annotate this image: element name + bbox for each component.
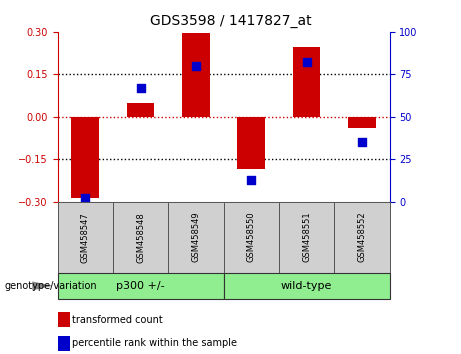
Bar <box>168 202 224 273</box>
Text: GSM458550: GSM458550 <box>247 212 256 263</box>
Bar <box>127 103 154 117</box>
Bar <box>224 273 390 299</box>
Bar <box>279 202 334 273</box>
Point <box>137 85 144 91</box>
Text: GDS3598 / 1417827_at: GDS3598 / 1417827_at <box>150 14 311 28</box>
Bar <box>334 202 390 273</box>
Text: GSM458549: GSM458549 <box>191 212 201 263</box>
Text: wild-type: wild-type <box>281 281 332 291</box>
Bar <box>113 202 168 273</box>
Bar <box>58 202 113 273</box>
Point <box>303 59 310 65</box>
Bar <box>58 312 70 327</box>
Text: percentile rank within the sample: percentile rank within the sample <box>71 338 236 348</box>
Point <box>82 195 89 201</box>
Text: GSM458552: GSM458552 <box>357 212 366 263</box>
Text: p300 +/-: p300 +/- <box>116 281 165 291</box>
Bar <box>348 117 376 128</box>
Bar <box>224 202 279 273</box>
Point <box>192 63 200 69</box>
Polygon shape <box>32 281 53 290</box>
Text: genotype/variation: genotype/variation <box>5 281 97 291</box>
Point <box>248 177 255 183</box>
Bar <box>71 117 99 198</box>
Bar <box>58 273 224 299</box>
Text: transformed count: transformed count <box>71 315 162 325</box>
Bar <box>182 33 210 117</box>
Point <box>358 139 366 145</box>
Bar <box>58 336 70 351</box>
Bar <box>293 47 320 117</box>
Text: GSM458547: GSM458547 <box>81 212 90 263</box>
Text: GSM458551: GSM458551 <box>302 212 311 263</box>
Text: GSM458548: GSM458548 <box>136 212 145 263</box>
Bar <box>237 117 265 169</box>
